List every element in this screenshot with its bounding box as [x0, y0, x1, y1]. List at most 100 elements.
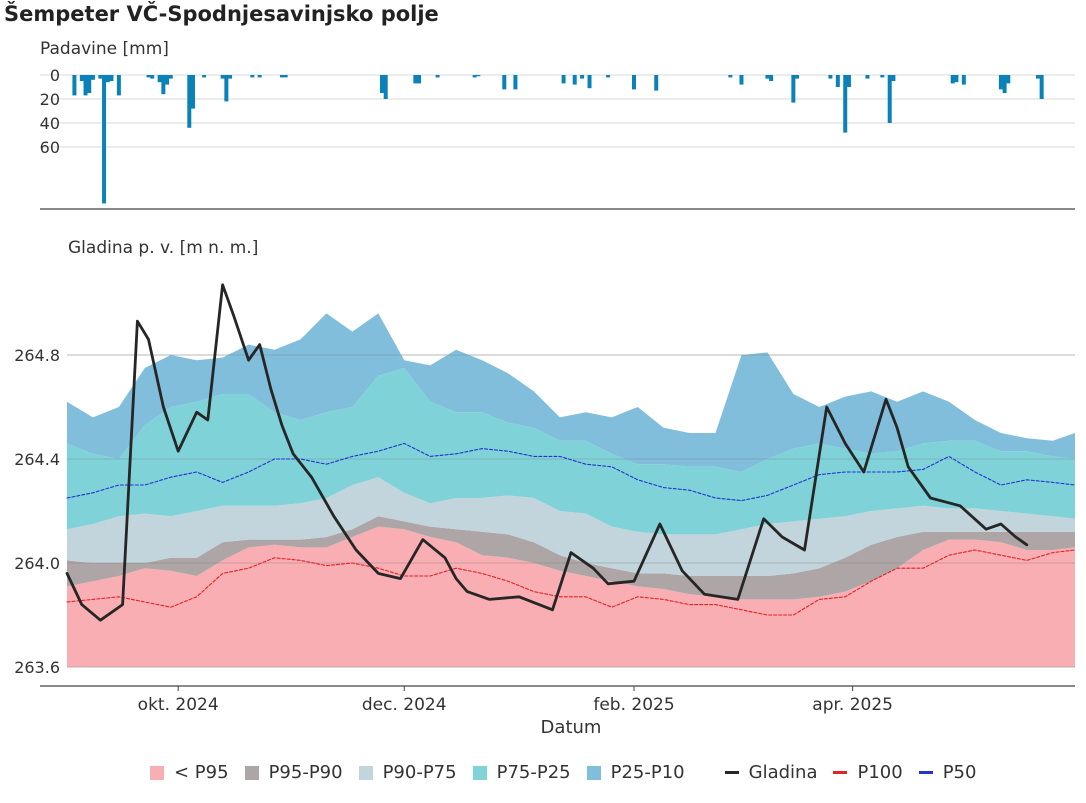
- level-y-tick-label: 264.4: [14, 450, 60, 469]
- precip-bar: [835, 75, 840, 87]
- legend-line-gladina: [724, 771, 739, 774]
- precip-bar: [72, 75, 77, 96]
- precip-bar: [654, 75, 659, 91]
- precip-bar: [606, 75, 611, 78]
- legend-swatch-p75-p25: [472, 765, 487, 780]
- precip-bar: [146, 75, 151, 78]
- legend-item-p100[interactable]: P100: [833, 762, 903, 783]
- series-line-p100: [66, 549, 1076, 616]
- precip-bar: [954, 75, 959, 83]
- level-x-tick-label: dec. 2024: [362, 695, 447, 715]
- precip-bar: [739, 75, 744, 85]
- precip-bar: [502, 75, 507, 90]
- precip-bar: [476, 75, 481, 77]
- precip-bar: [880, 75, 885, 78]
- precip-bar: [887, 75, 892, 123]
- legend-label-p75-p25: P75-P25: [496, 762, 571, 783]
- band-p90-p75: [67, 477, 1075, 576]
- precip-bar: [90, 75, 95, 80]
- precip-bar: [79, 75, 84, 81]
- legend-label-gladina: Gladina: [748, 762, 818, 783]
- precipitation-panel: Padavine [mm] 0 20 40 60: [40, 39, 1075, 210]
- level-x-tick-label: apr. 2025: [812, 695, 893, 715]
- precip-bar: [228, 75, 233, 79]
- level-y-tick-label: 264.0: [14, 554, 60, 573]
- precip-bar: [202, 75, 207, 78]
- precip-bar: [224, 75, 229, 102]
- chart-title: Šempeter VČ-Spodnjesavinjsko polje: [4, 2, 439, 26]
- legend-item-lt-p95[interactable]: < P95: [150, 762, 229, 783]
- level-y-tick-label: 263.6: [14, 658, 60, 677]
- precip-y-tick-label: 20: [40, 90, 60, 109]
- legend-item-p95-p90[interactable]: P95-P90: [244, 762, 343, 783]
- precip-bar: [105, 75, 110, 83]
- precip-axis-title: Padavine [mm]: [40, 39, 169, 59]
- precip-bar: [1006, 75, 1011, 84]
- precip-bar: [580, 75, 585, 79]
- precip-bar: [1039, 75, 1044, 99]
- precip-bar: [728, 75, 733, 78]
- precip-bar: [279, 75, 284, 78]
- precip-bar: [587, 75, 592, 89]
- precip-bar: [765, 75, 770, 79]
- precip-bar: [165, 75, 170, 85]
- precip-bar: [1035, 75, 1040, 79]
- legend-label-lt-p95: < P95: [174, 762, 229, 783]
- precip-bar: [257, 75, 262, 78]
- legend-line-p100: [833, 771, 848, 774]
- precip-bar: [161, 75, 166, 95]
- legend-item-p75-p25[interactable]: P75-P25: [472, 762, 571, 783]
- precip-bar: [150, 75, 155, 79]
- precip-bar: [572, 75, 577, 85]
- precip-bar: [250, 75, 255, 78]
- legend-label-p25-p10: P25-P10: [610, 762, 685, 783]
- precip-bar: [843, 75, 848, 133]
- legend-item-p90-p75[interactable]: P90-P75: [358, 762, 457, 783]
- legend-item-p25-p10[interactable]: P25-P10: [586, 762, 685, 783]
- precip-bar: [472, 75, 477, 78]
- precip-bar: [283, 75, 288, 78]
- precip-bar: [865, 75, 870, 79]
- precip-bar: [1002, 75, 1007, 93]
- level-y-tick-label: 264.8: [14, 346, 60, 365]
- precip-bar: [87, 75, 92, 93]
- precip-bar: [116, 75, 121, 96]
- precip-bar: [413, 75, 418, 84]
- precip-bar: [632, 75, 636, 90]
- legend-item-gladina[interactable]: Gladina: [724, 762, 818, 783]
- precip-bar: [961, 75, 966, 85]
- legend-item-p50[interactable]: P50: [918, 762, 976, 783]
- legend: < P95 P95-P90 P90-P75 P75-P25 P25-P10 Gl…: [150, 762, 992, 783]
- precip-bar: [828, 75, 833, 79]
- series-line-gladina: [65, 283, 1029, 622]
- precip-bar: [998, 75, 1003, 90]
- precip-bar: [191, 75, 195, 109]
- precip-bar: [109, 75, 114, 81]
- precip-bar: [187, 75, 192, 128]
- precip-bar: [795, 75, 800, 79]
- level-x-axis-title: Datum: [541, 717, 602, 738]
- precip-bar: [846, 75, 851, 87]
- level-x-tick-label: feb. 2025: [593, 695, 674, 715]
- precip-bar: [417, 75, 422, 84]
- precip-bar: [950, 75, 955, 84]
- precip-bar: [157, 75, 162, 83]
- precip-bar: [380, 75, 384, 93]
- precip-y-tick-label: 40: [40, 114, 60, 133]
- precip-y-tick-label: 0: [50, 66, 60, 85]
- precip-bar: [769, 75, 774, 81]
- band-p95-p90: [67, 516, 1075, 600]
- legend-swatch-p95-p90: [244, 765, 259, 780]
- precip-bar: [561, 75, 566, 84]
- precip-bar: [435, 75, 440, 78]
- water-level-panel: Gladina p. v. [m n. m.] 263.6 264.0 264.4 26…: [14, 238, 1076, 738]
- precip-bar: [102, 75, 107, 204]
- legend-line-p50: [918, 771, 933, 774]
- precip-bar: [791, 75, 796, 103]
- legend-label-p100: P100: [857, 762, 903, 783]
- legend-swatch-lt-p95: [150, 765, 164, 780]
- precip-bar: [383, 75, 388, 99]
- precip-bar: [168, 75, 173, 79]
- legend-swatch-p25-p10: [586, 765, 601, 780]
